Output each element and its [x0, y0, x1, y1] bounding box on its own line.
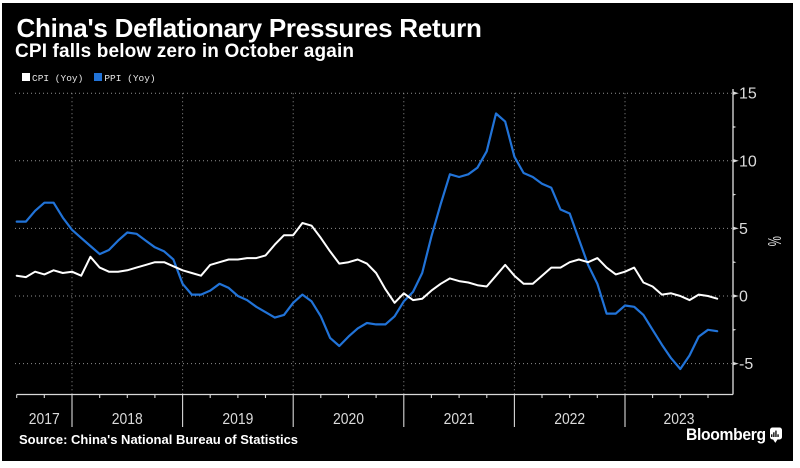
- svg-text:2020: 2020: [333, 411, 364, 428]
- svg-text:15: 15: [739, 86, 757, 103]
- svg-text:2019: 2019: [222, 411, 253, 428]
- svg-text:0: 0: [739, 289, 748, 306]
- svg-text:2018: 2018: [112, 411, 143, 428]
- svg-text:2022: 2022: [554, 411, 585, 428]
- svg-text:5: 5: [739, 221, 748, 238]
- svg-text:2021: 2021: [444, 411, 475, 428]
- svg-text:2023: 2023: [664, 411, 695, 428]
- svg-text:%: %: [763, 236, 783, 246]
- svg-text:2017: 2017: [29, 411, 60, 428]
- svg-text:10: 10: [739, 153, 757, 170]
- svg-text:-5: -5: [739, 356, 753, 373]
